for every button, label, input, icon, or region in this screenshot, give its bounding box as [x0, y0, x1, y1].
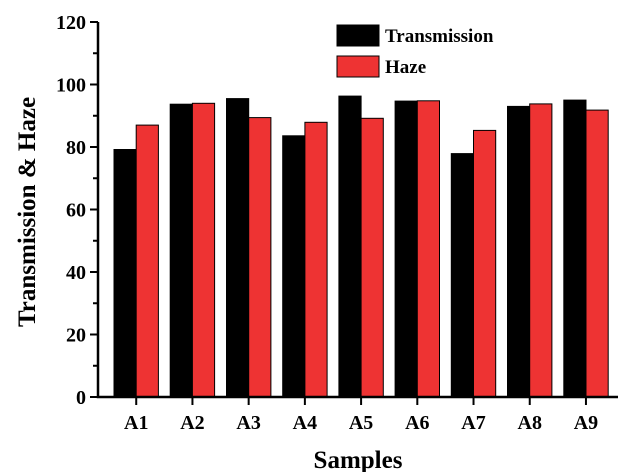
legend-swatch-transmission — [336, 24, 380, 47]
y-tick-label-40: 40 — [66, 262, 86, 284]
bar-transmission-a1 — [113, 149, 137, 398]
bar-transmission-a3 — [226, 98, 250, 398]
bar-transmission-a5 — [338, 95, 362, 398]
x-tick-label-a4: A4 — [293, 412, 317, 434]
bar-haze-a8 — [529, 103, 553, 398]
y-tick-label-60: 60 — [66, 200, 86, 222]
bar-haze-a4 — [304, 121, 328, 398]
bar-transmission-a2 — [169, 103, 193, 398]
x-axis-title: Samples — [314, 447, 403, 472]
bar-transmission-a7 — [450, 153, 474, 398]
y-tick-label-20: 20 — [66, 325, 86, 347]
bar-haze-a7 — [473, 129, 497, 398]
x-tick-label-a2: A2 — [180, 412, 204, 434]
bar-transmission-a4 — [282, 135, 306, 398]
bar-haze-a2 — [191, 102, 216, 398]
legend: Transmission Haze — [336, 24, 494, 78]
y-tick-label-120: 120 — [56, 12, 86, 34]
bar-haze-a6 — [416, 100, 440, 398]
y-tick-label-100: 100 — [56, 75, 86, 97]
x-tick-label-a3: A3 — [236, 412, 260, 434]
bar-haze-a3 — [248, 117, 272, 398]
bar-haze-a9 — [585, 109, 609, 398]
y-tick-label-80: 80 — [66, 137, 86, 159]
x-tick-label-a7: A7 — [461, 412, 485, 434]
bar-transmission-a8 — [507, 105, 531, 398]
bar-haze-a1 — [135, 124, 159, 398]
legend-label-transmission: Transmission — [385, 26, 494, 47]
bar-transmission-a6 — [394, 100, 418, 398]
axes-frame — [96, 22, 618, 399]
bar-transmission-a9 — [563, 99, 587, 398]
bars-group — [113, 95, 609, 398]
legend-label-haze: Haze — [385, 57, 426, 78]
legend-swatch-haze — [336, 55, 380, 78]
y-axis-title: Transmission & Haze — [14, 97, 41, 327]
x-tick-label-a5: A5 — [349, 412, 373, 434]
x-axis-ticks: A1 A2 A3 A4 A5 A6 A7 A8 A9 — [124, 397, 598, 434]
y-axis-ticks: 0 20 40 60 80 100 120 — [56, 12, 98, 409]
x-tick-label-a9: A9 — [574, 412, 598, 434]
y-tick-label-0: 0 — [76, 387, 86, 409]
x-tick-label-a8: A8 — [518, 412, 542, 434]
bar-haze-a5 — [360, 117, 384, 398]
x-tick-label-a1: A1 — [124, 412, 148, 434]
x-tick-label-a6: A6 — [405, 412, 429, 434]
